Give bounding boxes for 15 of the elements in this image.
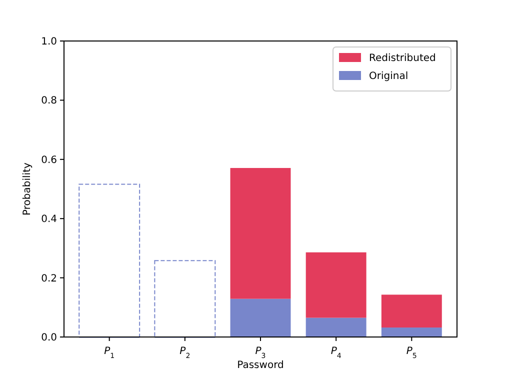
- legend-label: Redistributed: [369, 53, 436, 64]
- y-tick-label: 0.2: [41, 273, 57, 284]
- x-tick-label: P$_{1}$: [104, 346, 115, 360]
- legend-label: Original: [369, 71, 408, 82]
- x-tick-label: P$_{3}$: [255, 346, 266, 360]
- x-tick-label: P$_{2}$: [180, 346, 190, 360]
- y-axis-title: Probability: [22, 162, 33, 216]
- x-tick-label: P$_{4}$: [330, 346, 342, 360]
- x-tick-label: P$_{5}$: [406, 346, 417, 360]
- y-tick-label: 0.4: [41, 214, 57, 226]
- y-tick-label: 1.0: [41, 36, 57, 48]
- y-tick-label: 0.8: [41, 96, 57, 107]
- y-tick-label: 0.6: [41, 154, 57, 166]
- x-axis-title: Password: [237, 360, 284, 371]
- y-tick-label: 0.0: [41, 332, 57, 344]
